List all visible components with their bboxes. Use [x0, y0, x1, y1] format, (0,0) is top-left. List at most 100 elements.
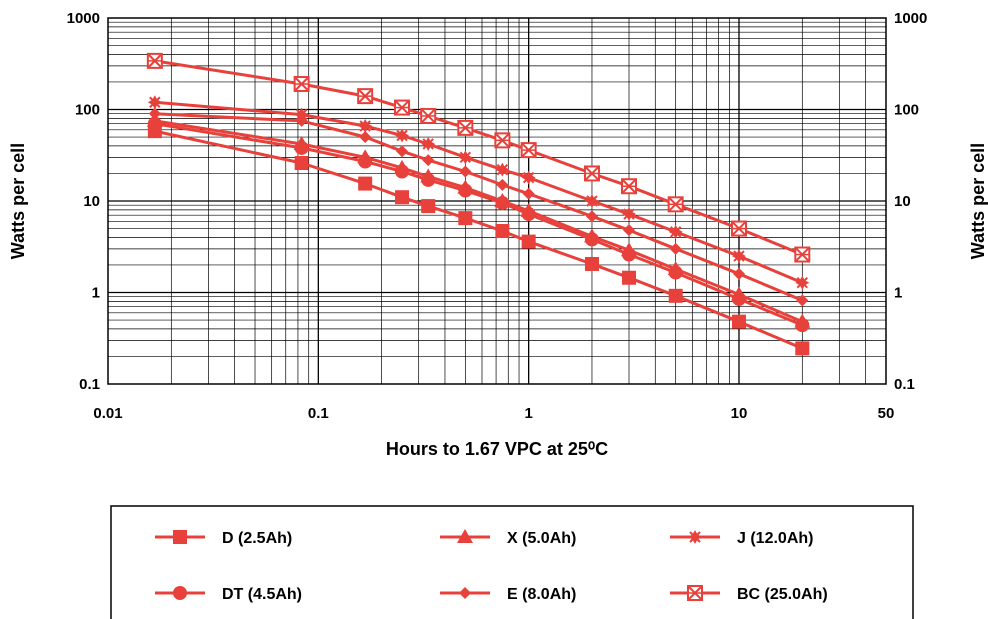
legend-item: DT (4.5Ah) — [155, 586, 302, 603]
y-tick-label-right: 0.1 — [894, 376, 915, 393]
data-point — [394, 159, 411, 174]
data-point — [667, 261, 684, 276]
data-point — [146, 52, 163, 69]
legend-item: J (12.0Ah) — [670, 530, 813, 547]
data-point — [795, 341, 810, 356]
marker-shape — [293, 135, 310, 150]
marker-box-x — [687, 585, 703, 601]
y-tick-label-left: 10 — [83, 193, 100, 210]
data-point — [583, 228, 600, 243]
marker-shape — [796, 294, 809, 307]
marker-diamond — [459, 587, 471, 599]
marker-stroke — [623, 208, 635, 220]
data-point — [396, 145, 409, 158]
data-point — [522, 187, 535, 200]
marker-shape — [622, 270, 637, 285]
series-box-x — [146, 52, 811, 263]
data-point — [622, 270, 637, 285]
marker-shape — [422, 154, 435, 167]
marker-shape — [457, 179, 474, 194]
marker-shape — [584, 256, 599, 271]
series-layer — [146, 52, 811, 356]
legend-label: J (12.0Ah) — [737, 530, 813, 547]
x-tick-label: 10 — [731, 405, 748, 422]
marker-stroke — [359, 120, 371, 132]
marker-shape — [730, 286, 747, 301]
marker-circle — [173, 586, 187, 600]
marker-shape — [667, 261, 684, 276]
data-point — [146, 112, 163, 127]
marker-shape — [794, 313, 811, 328]
marker-shape — [585, 210, 598, 223]
marker-shape — [395, 190, 410, 205]
marker-shape — [459, 587, 471, 599]
marker-shape — [669, 242, 682, 255]
legend-item: X (5.0Ah) — [440, 529, 576, 547]
data-point — [796, 294, 809, 307]
series-star — [147, 95, 810, 290]
marker-shape — [521, 234, 536, 249]
marker-stroke — [496, 163, 509, 176]
marker-shape — [457, 529, 473, 543]
data-point — [457, 119, 474, 136]
marker-stroke — [459, 151, 472, 164]
y-tick-label-right: 100 — [894, 102, 919, 119]
data-point — [621, 178, 638, 195]
legend-label: BC (25.0Ah) — [737, 586, 828, 603]
data-point — [420, 107, 437, 124]
marker-shape — [294, 156, 309, 171]
data-point — [668, 224, 683, 239]
series-line — [154, 112, 803, 302]
y-axis-title-left: Watts per cell — [8, 143, 28, 259]
data-point — [293, 135, 310, 150]
data-point — [621, 242, 638, 257]
legend-item: D (2.5Ah) — [155, 530, 292, 547]
marker-stroke — [295, 108, 308, 121]
data-point — [358, 176, 373, 191]
marker-shape — [520, 202, 537, 217]
marker-stroke — [422, 138, 434, 150]
data-point — [794, 313, 811, 328]
marker-shape — [394, 159, 411, 174]
y-tick-label-left: 1 — [92, 285, 100, 302]
x-tick-label: 50 — [878, 405, 895, 422]
data-point — [622, 207, 637, 222]
y-axis-title-right: Watts per cell — [968, 143, 988, 259]
data-point — [494, 193, 511, 207]
series-line — [154, 59, 803, 256]
series-square — [147, 124, 810, 356]
marker-stroke — [522, 171, 535, 184]
data-point — [794, 246, 811, 263]
data-point — [458, 211, 473, 226]
marker-shape — [459, 165, 472, 178]
marker-shape — [357, 149, 374, 164]
data-point — [422, 154, 435, 167]
marker-shape — [494, 193, 511, 207]
marker-shape — [359, 131, 372, 144]
marker-shape — [731, 314, 746, 329]
data-point — [669, 242, 682, 255]
marker-stroke — [689, 531, 701, 543]
y-tick-label-left: 0.1 — [79, 376, 100, 393]
plot-frame — [107, 17, 887, 385]
marker-stroke — [669, 226, 682, 238]
data-point — [583, 165, 600, 182]
series-circle — [147, 116, 810, 333]
legend-label: D (2.5Ah) — [222, 530, 292, 547]
series-diamond — [148, 107, 809, 307]
marker-shape — [795, 341, 810, 356]
data-point — [667, 196, 684, 213]
data-point — [494, 132, 511, 149]
data-point — [294, 107, 309, 122]
marker-stroke — [149, 96, 161, 108]
y-tick-label-right: 1000 — [894, 10, 927, 27]
marker-star — [688, 530, 702, 544]
data-point — [495, 162, 510, 177]
data-point — [730, 220, 747, 237]
data-point — [520, 142, 537, 159]
data-point — [147, 95, 162, 110]
data-point — [731, 249, 746, 264]
marker-shape — [623, 224, 636, 237]
data-point — [148, 107, 161, 120]
